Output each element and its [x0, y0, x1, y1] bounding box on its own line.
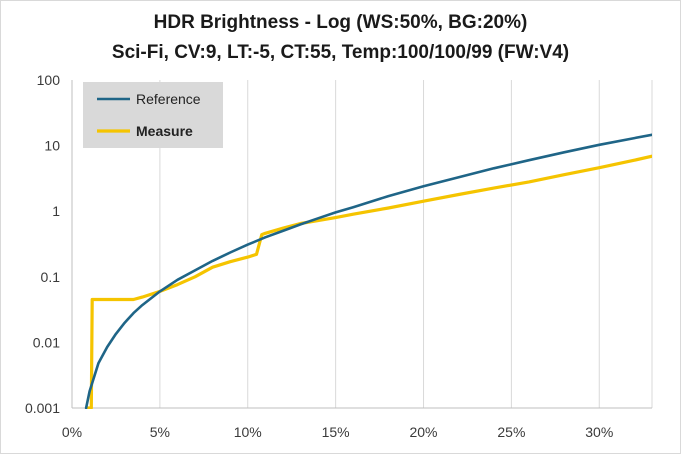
series-line-reference	[84, 133, 652, 409]
y-tick-label: 1	[52, 203, 60, 219]
legend-label: Reference	[136, 91, 201, 107]
series-line-measure	[85, 154, 652, 409]
x-tick-label: 5%	[150, 424, 170, 440]
x-tick-label: 15%	[322, 424, 350, 440]
y-tick-label: 0.1	[41, 269, 61, 285]
y-tick-label: 0.001	[25, 400, 60, 416]
y-tick-label: 0.01	[33, 334, 60, 350]
x-tick-label: 20%	[409, 424, 437, 440]
legend-box	[83, 82, 223, 148]
x-tick-label: 30%	[585, 424, 613, 440]
x-tick-label: 25%	[497, 424, 525, 440]
x-tick-label: 0%	[62, 424, 82, 440]
x-tick-label: 10%	[234, 424, 262, 440]
chart-title: HDR Brightness - Log (WS:50%, BG:20%)	[153, 12, 528, 33]
legend: Reference Measure	[83, 82, 223, 148]
y-tick-label: 100	[37, 72, 61, 88]
y-tick-label: 10	[44, 138, 60, 154]
legend-label: Measure	[136, 123, 193, 139]
chart-subtitle: Sci-Fi, CV:9, LT:-5, CT:55, Temp:100/100…	[111, 42, 570, 63]
